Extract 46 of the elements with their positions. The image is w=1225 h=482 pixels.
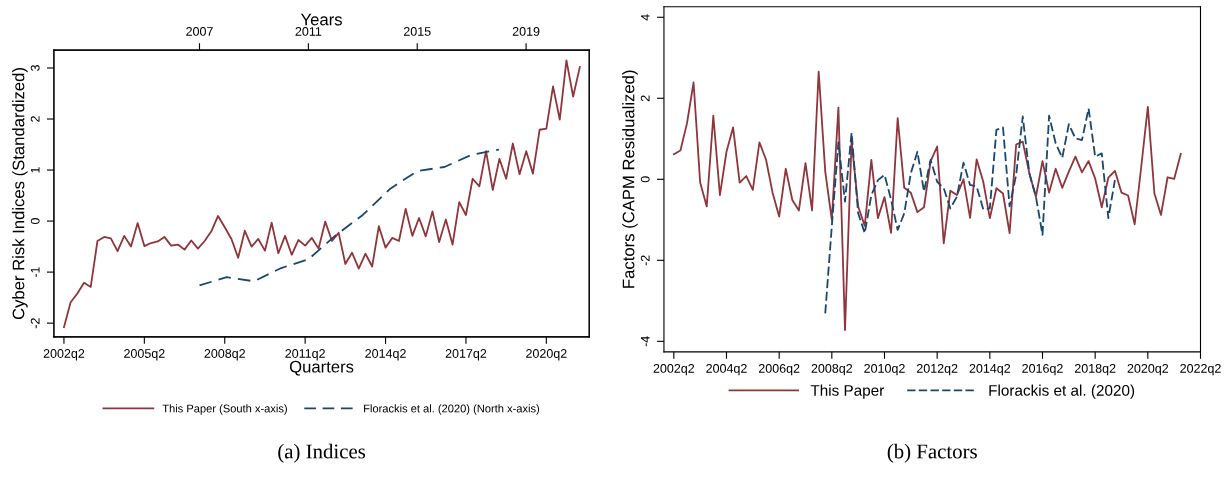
y-tick-label: 1	[30, 167, 40, 173]
x-tick-label: 2012q2	[916, 364, 958, 376]
legend-label: Florackis et al. (2020)	[989, 384, 1135, 399]
y-tick-label: -2	[30, 318, 40, 329]
line-series	[824, 107, 1116, 315]
y-axis-title: Factors (CAPM Residualized)	[622, 70, 638, 288]
y-tick-label: -1	[30, 267, 40, 278]
x-tick-label: 2008q2	[811, 364, 853, 376]
x-tick-label: 2010q2	[864, 364, 905, 376]
x-tick-label: 2002q2	[43, 349, 85, 361]
line-series	[63, 59, 581, 329]
legend-label: This Paper (South x-axis)	[162, 404, 287, 415]
x-tick-label: 2005q2	[124, 349, 165, 361]
x2-tick-label: 2007	[186, 27, 213, 36]
x-tick-label: 2018q2	[1074, 364, 1116, 376]
x-tick-label: 2008q2	[204, 349, 245, 361]
x-tick-label: 2011q2	[285, 349, 325, 361]
legend-label: This Paper	[810, 384, 885, 399]
y-tick-label: -2	[640, 255, 650, 266]
y-axis-title: Cyber Risk Indices (Standardized)	[12, 68, 28, 320]
x-tick-label: 2022q2	[1180, 364, 1221, 376]
x-tick-label: 2014q2	[365, 349, 406, 361]
x-tick-label: 2016q2	[1022, 364, 1063, 376]
x2-tick-label: 2015	[403, 27, 431, 36]
y-tick-label: 4	[640, 14, 650, 21]
x2-axis-title: Years	[300, 13, 342, 26]
x2-tick-label: 2019	[512, 27, 540, 36]
y-tick-label: 0	[30, 218, 40, 225]
y-tick-label: -4	[640, 336, 650, 347]
x-tick-label: 2002q2	[653, 364, 695, 376]
y-tick-label: 2	[640, 95, 650, 102]
text: (a) Indices	[278, 443, 366, 463]
x-axis-title: Quarters	[289, 360, 354, 376]
x-tick-label: 2020q2	[1127, 364, 1169, 376]
text: (b) Factors	[887, 443, 977, 463]
x-tick-label: 2017q2	[445, 349, 487, 361]
x2-tick-label: 2011	[295, 27, 322, 36]
x-tick-label: 2006q2	[758, 364, 800, 376]
line-series	[672, 70, 1182, 331]
legend-label: Florackis et al. (2020) (North x-axis)	[364, 404, 540, 415]
y-tick-label: 3	[30, 65, 40, 71]
x-tick-label: 2004q2	[706, 364, 747, 376]
x-tick-label: 2020q2	[526, 349, 567, 361]
y-tick-label: 2	[30, 116, 40, 122]
y-tick-label: 0	[640, 176, 650, 183]
x-tick-label: 2014q2	[969, 364, 1011, 376]
